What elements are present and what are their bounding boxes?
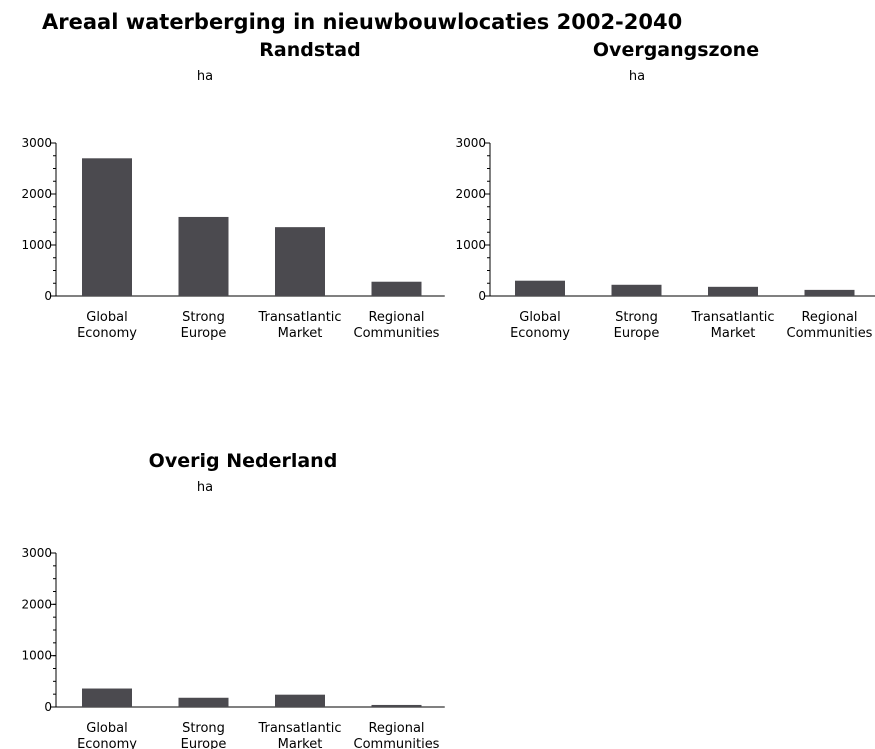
unit-label-overig-nederland: ha: [196, 480, 214, 495]
x-tick-label: Global: [86, 721, 127, 736]
x-tick-label: Communities: [787, 326, 873, 341]
bar: [515, 280, 565, 296]
main-title: Areaal waterberging in nieuwbouwlocaties…: [42, 10, 683, 34]
x-tick-label: Europe: [181, 737, 227, 749]
bar: [275, 227, 325, 296]
bar: [275, 694, 325, 707]
y-tick-label: 3000: [21, 546, 52, 560]
x-tick-label: Strong: [182, 721, 225, 736]
chart-title-overgangszone: Overgangszone: [592, 39, 760, 61]
x-tick-label: Strong: [182, 310, 225, 325]
bar: [82, 688, 132, 707]
x-tick-label: Communities: [354, 737, 440, 749]
bar: [82, 158, 132, 296]
x-tick-label: Regional: [801, 310, 857, 325]
bar: [178, 216, 229, 296]
x-tick-label: Regional: [368, 310, 424, 325]
bar: [178, 697, 229, 707]
x-tick-label: Transatlantic: [257, 310, 341, 325]
x-tick-label: Market: [711, 326, 756, 341]
y-tick-label: 2000: [455, 187, 486, 201]
x-tick-label: Transatlantic: [257, 721, 341, 736]
y-tick-label: 2000: [21, 597, 52, 611]
x-tick-label: Global: [86, 310, 127, 325]
bar: [371, 281, 422, 296]
x-tick-label: Transatlantic: [690, 310, 774, 325]
x-tick-label: Communities: [354, 326, 440, 341]
y-tick-label: 3000: [455, 136, 486, 150]
y-tick-label: 3000: [21, 136, 52, 150]
bar: [371, 704, 422, 707]
bar: [804, 289, 855, 296]
x-tick-label: Market: [278, 326, 323, 341]
x-tick-label: Europe: [614, 326, 660, 341]
y-tick-label: 2000: [21, 187, 52, 201]
x-tick-label: Market: [278, 737, 323, 749]
y-tick-label: 0: [478, 289, 486, 303]
x-tick-label: Regional: [368, 721, 424, 736]
y-tick-label: 0: [44, 700, 52, 714]
chart-title-randstad: Randstad: [259, 39, 361, 61]
x-tick-label: Europe: [181, 326, 227, 341]
bar: [708, 286, 758, 296]
x-tick-label: Strong: [615, 310, 658, 325]
bar: [611, 284, 662, 296]
x-tick-label: Economy: [77, 326, 137, 341]
y-tick-label: 1000: [455, 238, 486, 252]
y-tick-label: 1000: [21, 238, 52, 252]
chart-title-overig-nederland: Overig Nederland: [148, 450, 338, 472]
x-tick-label: Economy: [77, 737, 137, 749]
unit-label-overgangszone: ha: [628, 69, 646, 84]
x-tick-label: Economy: [510, 326, 570, 341]
unit-label-randstad: ha: [196, 69, 214, 84]
y-tick-label: 1000: [21, 649, 52, 663]
x-tick-label: Global: [519, 310, 560, 325]
y-tick-label: 0: [44, 289, 52, 303]
